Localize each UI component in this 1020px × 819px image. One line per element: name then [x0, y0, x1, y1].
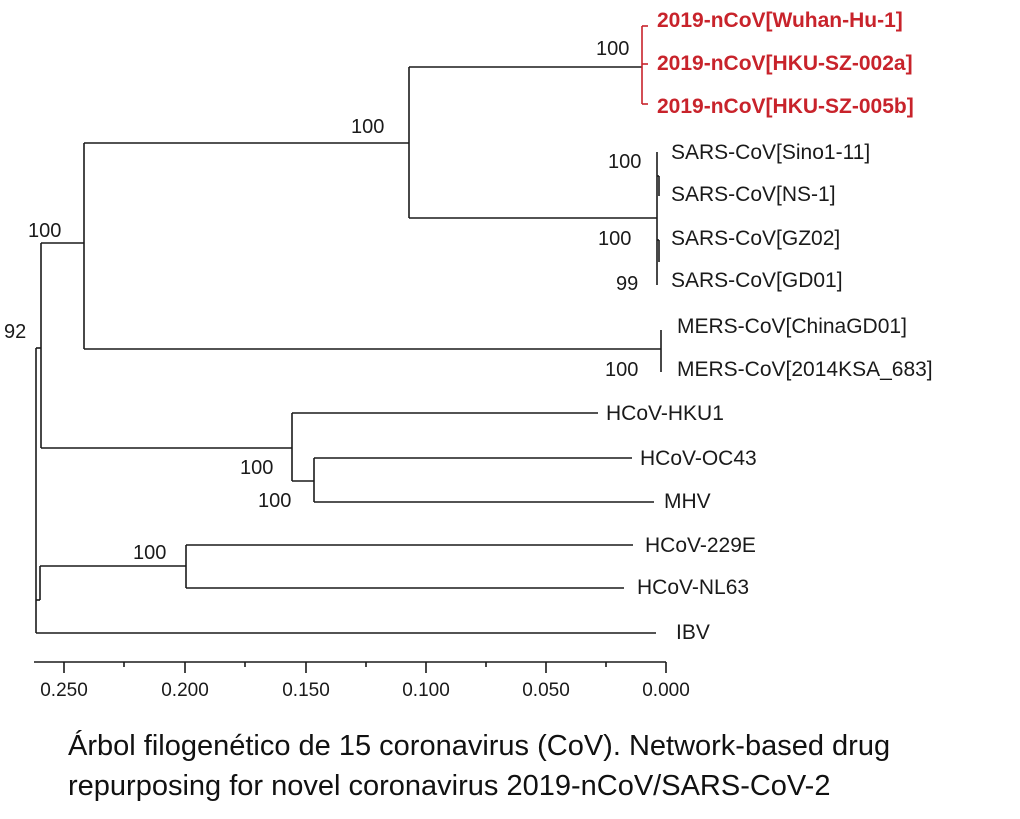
bootstrap-value: 100: [133, 542, 166, 564]
bootstrap-value: 100: [258, 490, 291, 512]
bootstrap-values: 100 100 100 100 99 100 100 100 100 100 9…: [4, 38, 641, 564]
leaf-label: 2019-nCoV[Wuhan-Hu-1]: [657, 9, 903, 32]
leaf-label: SARS-CoV[GZ02]: [671, 227, 840, 250]
leaf-label: 2019-nCoV[HKU-SZ-002a]: [657, 52, 913, 75]
leaf-label: 2019-nCoV[HKU-SZ-005b]: [657, 95, 914, 118]
leaf-label: MERS-CoV[ChinaGD01]: [677, 315, 907, 338]
axis-tick-label: 0.200: [161, 680, 209, 701]
bootstrap-value: 100: [240, 457, 273, 479]
figure-caption: Árbol filogenético de 15 coronavirus (Co…: [68, 730, 891, 802]
bootstrap-value: 100: [598, 228, 631, 250]
bootstrap-value: 100: [605, 359, 638, 381]
axis-tick-label: 0.050: [522, 680, 570, 701]
bootstrap-value: 100: [596, 38, 629, 60]
leaf-label: HCoV-NL63: [637, 576, 749, 599]
leaf-labels: 2019-nCoV[Wuhan-Hu-1] 2019-nCoV[HKU-SZ-0…: [606, 9, 933, 644]
phylogenetic-tree: 2019-nCoV[Wuhan-Hu-1] 2019-nCoV[HKU-SZ-0…: [4, 9, 933, 701]
leaf-label: HCoV-OC43: [640, 447, 757, 470]
leaf-label: HCoV-HKU1: [606, 402, 724, 425]
axis-tick-label: 0.000: [642, 680, 690, 701]
tree-branches: [35, 25, 662, 634]
bootstrap-value: 100: [28, 220, 61, 242]
axis-tick-label: 0.100: [402, 680, 450, 701]
leaf-label: IBV: [676, 621, 710, 644]
leaf-label: MHV: [664, 490, 711, 513]
axis-tick-label: 0.250: [40, 680, 88, 701]
bootstrap-value: 100: [608, 151, 641, 173]
leaf-label: MERS-CoV[2014KSA_683]: [677, 358, 933, 381]
leaf-label: SARS-CoV[GD01]: [671, 269, 843, 292]
axis-tick-label: 0.150: [282, 680, 330, 701]
leaf-label: SARS-CoV[Sino1-11]: [671, 141, 870, 164]
bootstrap-value: 92: [4, 321, 26, 343]
bootstrap-value: 100: [351, 116, 384, 138]
leaf-label: SARS-CoV[NS-1]: [671, 183, 836, 206]
leaf-label: HCoV-229E: [645, 534, 756, 557]
bootstrap-value: 99: [616, 273, 638, 295]
distance-axis: 0.250 0.200 0.150 0.100 0.050 0.000: [34, 661, 690, 701]
